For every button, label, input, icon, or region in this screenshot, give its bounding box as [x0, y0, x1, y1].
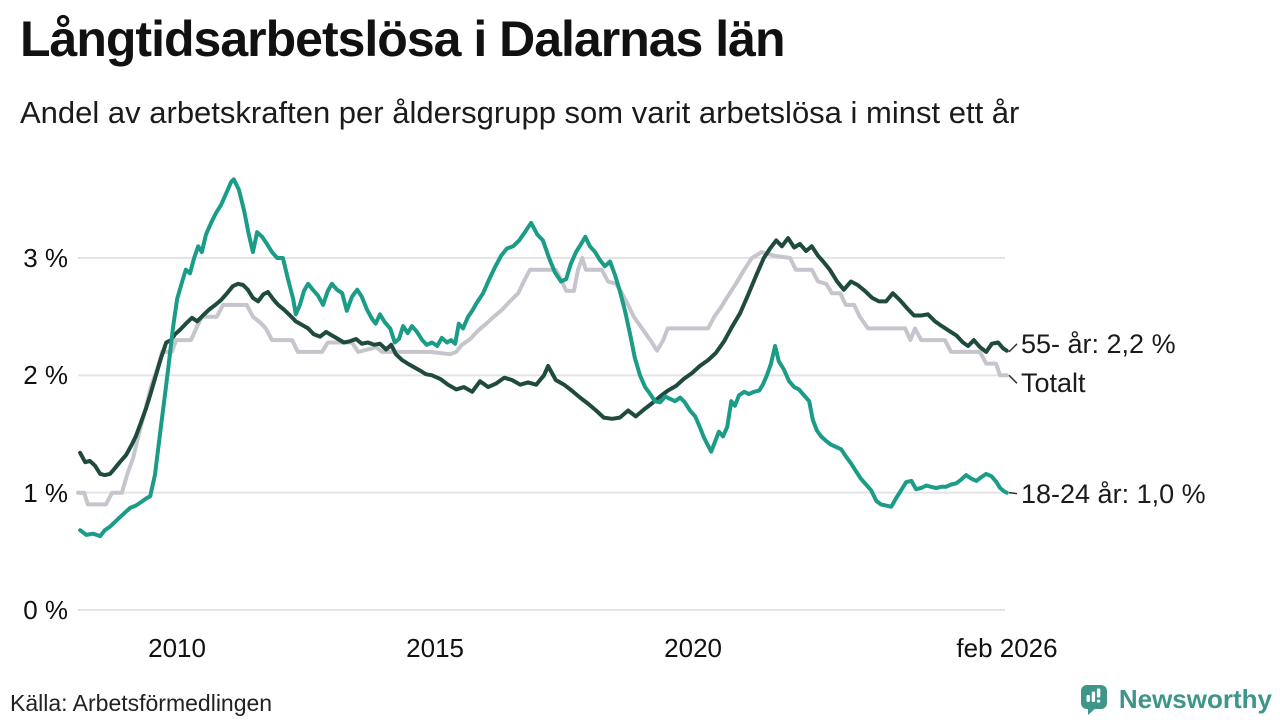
- newsworthy-wordmark: Newsworthy: [1118, 683, 1272, 714]
- newsworthy-chart-bubble-icon: [1077, 682, 1111, 716]
- x-axis-tick-2015: 2015: [406, 633, 464, 663]
- y-axis-tick-0: 0 %: [23, 595, 68, 625]
- series-end-label-55-ar: 55- år: 2,2 %: [1021, 328, 1176, 359]
- x-axis-tick-feb-2026: feb 2026: [956, 633, 1058, 663]
- y-axis-tick-3: 3 %: [23, 243, 68, 273]
- page-subtitle: Andel av arbetskraften per åldersgrupp s…: [20, 95, 1020, 130]
- newsworthy-logo[interactable]: Newsworthy: [1077, 682, 1272, 716]
- source-label: Källa: Arbetsförmedlingen: [10, 690, 273, 716]
- x-axis-tick-2020: 2020: [664, 633, 723, 663]
- page-title: Långtidsarbetslösa i Dalarnas län: [20, 11, 786, 67]
- x-axis-tick-2010: 2010: [148, 633, 206, 663]
- y-axis-tick-2: 2 %: [23, 360, 68, 391]
- series-end-label-18-24-ar: 18-24 år: 1,0 %: [1021, 478, 1206, 509]
- y-axis-tick-1: 1 %: [23, 477, 68, 508]
- series-end-label-totalt: Totalt: [1021, 368, 1086, 399]
